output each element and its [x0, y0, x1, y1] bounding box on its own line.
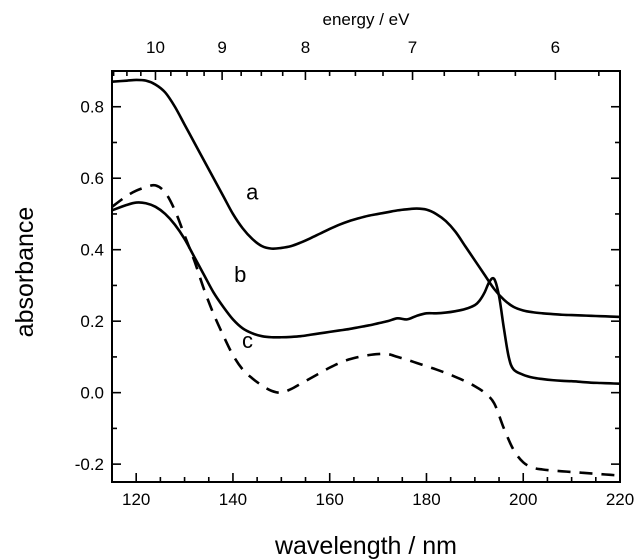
plot-frame	[111, 70, 621, 483]
curve-label-a: a	[246, 180, 259, 205]
curve-annotations: a b c	[234, 180, 259, 353]
x-tick-label: 200	[509, 490, 537, 509]
y-tick-label: -0.2	[75, 455, 104, 474]
series-a-line	[111, 78, 621, 319]
axis-ticks	[112, 71, 621, 482]
x-tick-label: 120	[122, 490, 150, 509]
top-tick-label: 10	[146, 38, 165, 57]
y-tick-label: 0.8	[80, 98, 104, 117]
tick-labels: 120 140 160 180 200 220 -0.2 0.0 0.2 0.4 0.6 0.8 10 9…	[75, 38, 634, 509]
y-tick-label: 0.2	[80, 312, 104, 331]
top-tick-label: 7	[408, 38, 417, 57]
x-tick-label: 160	[316, 490, 344, 509]
top-tick-label: 6	[551, 38, 560, 57]
y-axis-title: absorbance	[11, 207, 39, 338]
x-tick-label: 140	[219, 490, 247, 509]
x-tick-label: 220	[606, 490, 634, 509]
curve-label-b: b	[234, 262, 246, 287]
y-tick-label: 0.0	[80, 384, 104, 403]
curve-label-c: c	[242, 328, 253, 353]
y-tick-label: 0.6	[80, 169, 104, 188]
series-b-line	[111, 201, 621, 386]
top-tick-label: 9	[217, 38, 226, 57]
series-c-line	[111, 183, 621, 477]
data-curves	[111, 78, 621, 477]
x-tick-label: 180	[412, 490, 440, 509]
top-tick-label: 8	[301, 38, 310, 57]
y-tick-label: 0.4	[80, 241, 104, 260]
x-axis-title: wavelength / nm	[274, 532, 457, 560]
top-axis-title: energy / eV	[323, 10, 411, 29]
